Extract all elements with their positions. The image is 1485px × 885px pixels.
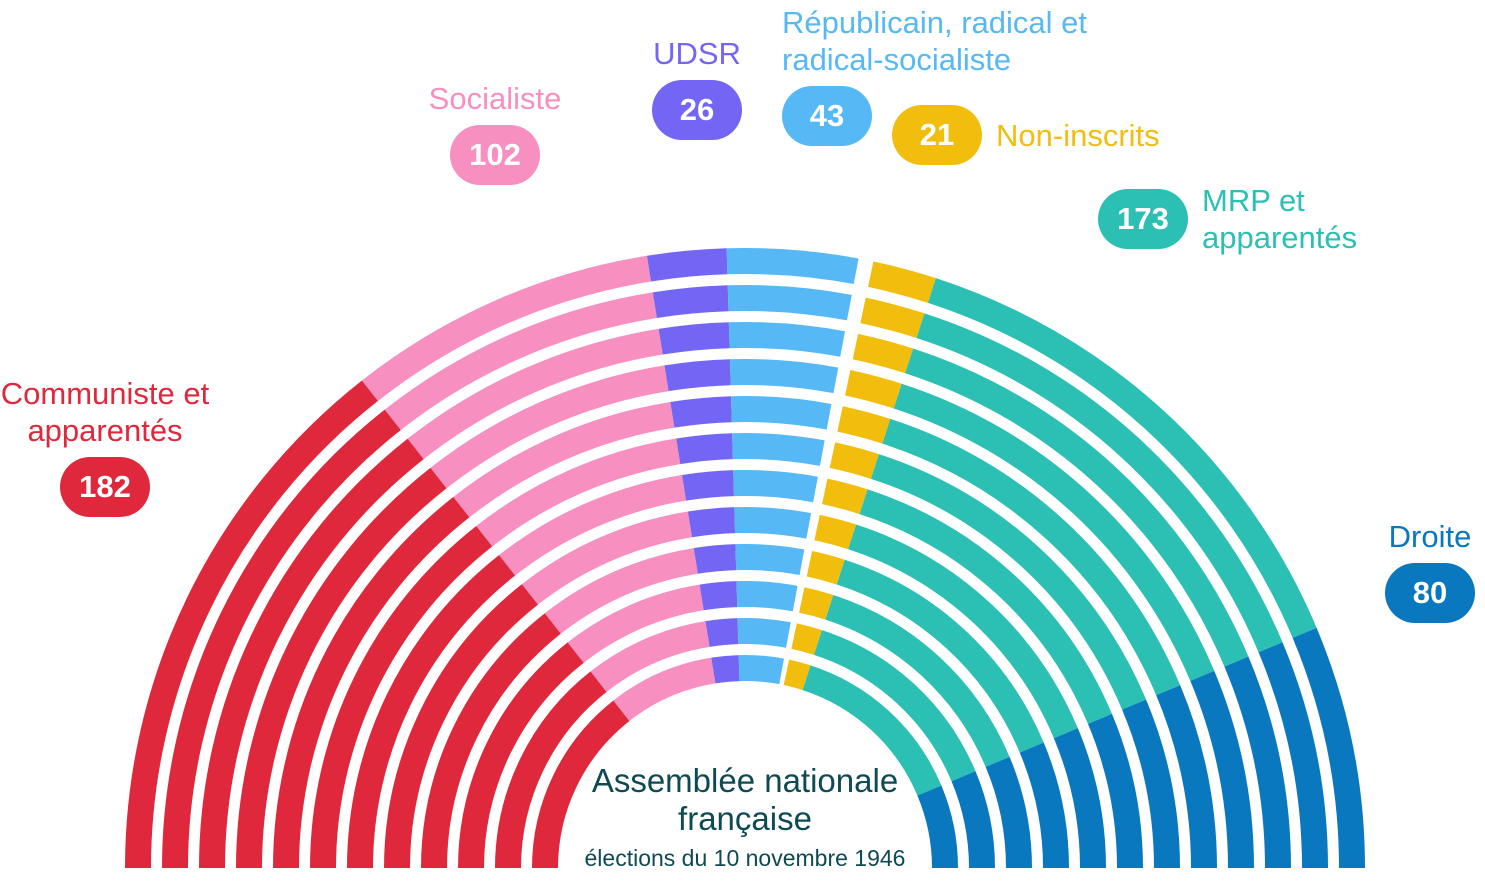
party-seats — [646, 248, 740, 684]
party-label: 21 Non-inscrits — [892, 105, 1222, 165]
seat-count: 26 — [652, 80, 742, 140]
seat-count: 173 — [1098, 189, 1188, 249]
party-seats — [361, 255, 716, 722]
seat-count: 21 — [892, 105, 982, 165]
party-name: Républicain, radical et radical-socialis… — [782, 5, 1088, 77]
party-label: Républicain, radical et radical-socialis… — [782, 4, 1102, 146]
seat-count: 182 — [60, 457, 150, 517]
seat-count: 80 — [1385, 563, 1475, 623]
party-name: MRP et apparentés — [1202, 183, 1358, 255]
party-name: Non-inscrits — [996, 117, 1160, 153]
party-label: Socialiste 102 — [395, 80, 595, 185]
chart-title: Assemblée nationale française — [591, 762, 899, 837]
seat-count: 102 — [450, 125, 540, 185]
party-seats — [917, 627, 1365, 869]
party-seats — [726, 248, 859, 685]
party-label: UDSR 26 — [617, 35, 777, 140]
party-name: Communiste et apparentés — [0, 376, 210, 448]
party-name: UDSR — [653, 36, 741, 71]
party-seats — [125, 380, 630, 869]
party-name: Socialiste — [428, 81, 562, 116]
chart-subtitle: élections du 10 novembre 1946 — [584, 845, 906, 871]
party-label: Communiste et apparentés 182 — [0, 375, 210, 517]
seat-count: 43 — [782, 86, 872, 146]
party-name: Droite — [1388, 519, 1472, 554]
party-label: 173 MRP et apparentés — [1098, 182, 1398, 256]
party-seats — [802, 278, 1317, 796]
party-label: Droite 80 — [1370, 518, 1485, 623]
party-seats — [783, 261, 936, 691]
